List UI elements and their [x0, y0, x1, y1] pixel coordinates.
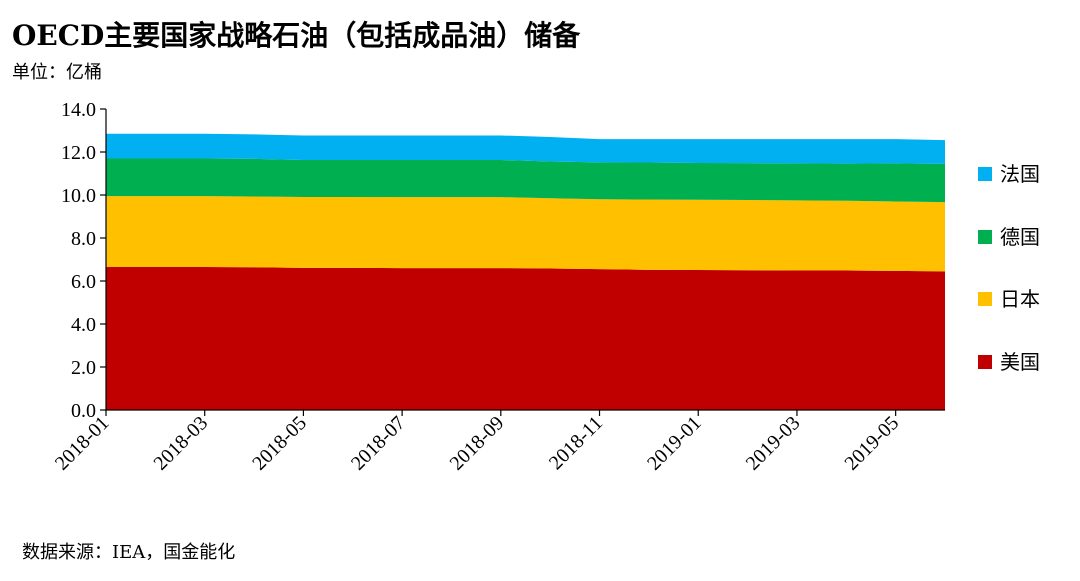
- x-tick-label: 2019-05: [840, 412, 903, 475]
- legend-label: 美国: [1000, 350, 1040, 374]
- y-tick-label: 4.0: [71, 314, 96, 336]
- y-tick-label: 14.0: [61, 99, 96, 121]
- legend-swatch: [978, 292, 992, 306]
- area-series-3: [106, 133, 945, 164]
- legend-label: 日本: [1000, 287, 1040, 311]
- x-tick-label: 2019-03: [742, 412, 805, 475]
- legend-label: 法国: [1000, 162, 1040, 186]
- area-layers: [106, 133, 945, 410]
- y-tick-label: 10.0: [61, 185, 96, 207]
- x-tick-label: 2018-07: [347, 412, 410, 475]
- x-tick-label: 2018-05: [248, 412, 311, 475]
- source-note: 数据来源：IEA，国金能化: [22, 542, 236, 563]
- x-tick-label: 2018-09: [446, 412, 509, 475]
- y-axis-ticks: 0.0 2.0 4.0 6.0 8.0 10.0 12.0 14.0: [61, 99, 106, 422]
- area-series-0: [106, 267, 945, 410]
- x-tick-label: 2018-11: [545, 412, 607, 474]
- area-series-1: [106, 196, 945, 272]
- unit-label: 单位：亿桶: [12, 62, 102, 83]
- y-tick-label: 6.0: [71, 271, 96, 293]
- legend-swatch: [978, 230, 992, 244]
- legend-label: 德国: [1000, 225, 1040, 249]
- y-tick-label: 8.0: [71, 228, 96, 250]
- area-series-2: [106, 158, 945, 203]
- chart-title: OECD主要国家战略石油（包括成品油）储备: [12, 19, 581, 52]
- legend-swatch: [978, 355, 992, 369]
- x-axis-ticks: 2018-01 2018-03 2018-05 2018-07 2018-09 2018-…: [51, 410, 903, 475]
- legend-swatch: [978, 167, 992, 181]
- y-tick-label: 12.0: [61, 142, 96, 164]
- y-tick-label: 0.0: [71, 400, 96, 422]
- y-tick-label: 2.0: [71, 357, 96, 379]
- axes: [105, 109, 945, 411]
- x-tick-label: 2018-03: [150, 412, 213, 475]
- x-tick-label: 2019-01: [643, 412, 706, 475]
